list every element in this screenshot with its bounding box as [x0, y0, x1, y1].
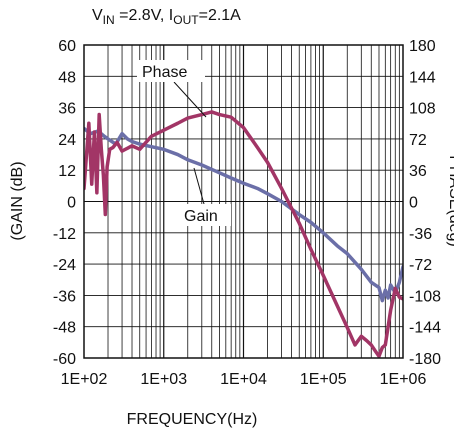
- gain-label-bg: [179, 204, 231, 226]
- gain-annotation: Gain: [184, 208, 218, 225]
- y-tick-label-right: 108: [409, 101, 436, 118]
- x-tick-label: 1E+04: [220, 371, 267, 388]
- y-tick-label-left: 48: [58, 69, 76, 86]
- phase-annotation: Phase: [142, 64, 187, 81]
- x-tick-label: 1E+05: [300, 371, 347, 388]
- y-tick-label-right: 144: [409, 69, 436, 86]
- y-tick-label-left: -24: [53, 257, 76, 274]
- y-tick-label-left: -36: [53, 288, 76, 305]
- title-part-end: =2.1A: [199, 7, 242, 24]
- gain-leader-line: [193, 167, 205, 205]
- series-layer: [84, 110, 403, 358]
- x-tick-label: 1E+02: [61, 371, 108, 388]
- x-tick-label: 1E+06: [380, 371, 427, 388]
- series-line-gain: [84, 126, 403, 303]
- grid: [84, 44, 403, 359]
- tick-labels: 60 48 36 24 12 0 -12 -24 -36 -48 -60 180 144 108 72 36 0…: [53, 38, 441, 388]
- y-tick-label-right: 0: [409, 195, 418, 212]
- chart-title: VIN =2.8V, IOUT=2.1A: [92, 7, 241, 27]
- y-tick-label-left: -48: [53, 320, 76, 337]
- plot-frame: [83, 44, 404, 359]
- y-axis-label-left: (GAIN (dB): [9, 161, 26, 240]
- y-tick-label-left: 24: [58, 132, 76, 149]
- y-axis-label-right: PHASE(deg): [446, 155, 454, 247]
- y-tick-label-left: 36: [58, 101, 76, 118]
- title-part-mid: =2.8V, I: [115, 7, 174, 24]
- y-tick-label-left: -60: [53, 351, 76, 368]
- title-sub-in: IN: [103, 13, 115, 27]
- y-tick-label-right: 36: [409, 163, 427, 180]
- y-tick-label-right: -144: [409, 320, 441, 337]
- x-axis-label: FREQUENCY(Hz): [127, 411, 258, 428]
- y-tick-label-right: 180: [409, 38, 436, 55]
- y-tick-label-right: -72: [409, 257, 432, 274]
- x-tick-label: 1E+03: [140, 371, 187, 388]
- y-tick-label-right: -36: [409, 226, 432, 243]
- phase-leader-line: [173, 81, 207, 118]
- y-tick-label-left: 12: [58, 163, 76, 180]
- title-sub-out: OUT: [173, 13, 199, 27]
- phase-label-bg: [137, 60, 205, 82]
- y-tick-label-right: -108: [409, 288, 441, 305]
- series-line-phase: [84, 110, 403, 358]
- y-tick-label-right: 72: [409, 132, 427, 149]
- y-tick-label-left: -12: [53, 226, 76, 243]
- y-tick-label-right: -180: [409, 351, 441, 368]
- title-part-v: V: [92, 7, 103, 24]
- y-tick-label-left: 60: [58, 38, 76, 55]
- annotations: Phase Gain: [137, 60, 231, 226]
- y-tick-label-left: 0: [67, 195, 76, 212]
